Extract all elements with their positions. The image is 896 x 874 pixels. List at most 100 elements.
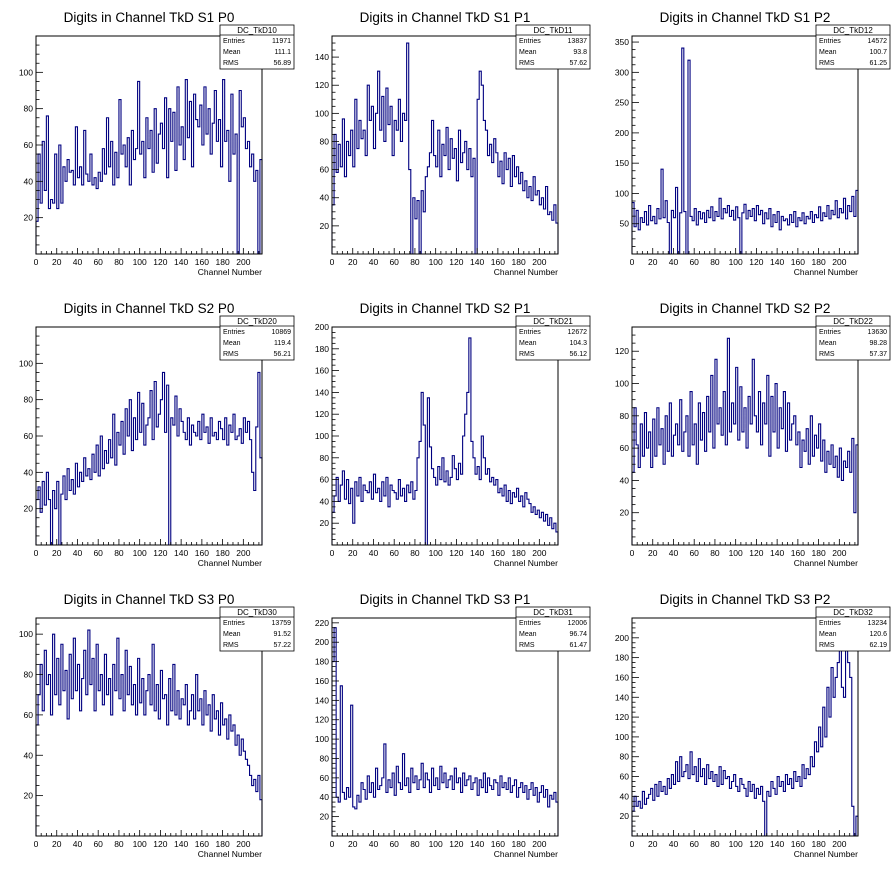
stats-box-name: DC_TkD30 bbox=[237, 608, 277, 617]
stats-label-rms: RMS bbox=[519, 351, 535, 358]
x-tick-label: 100 bbox=[133, 839, 147, 849]
stats-box: DC_TkD12 Entries 14572 Mean 100.7 RMS 61.25 bbox=[815, 24, 891, 70]
stats-value-rms: 56.21 bbox=[273, 351, 291, 358]
y-tick-label: 120 bbox=[315, 409, 329, 419]
stats-label-mean: Mean bbox=[223, 631, 241, 638]
stats-box-frame bbox=[515, 606, 591, 652]
x-tick-label: 20 bbox=[348, 839, 358, 849]
x-tick-label: 80 bbox=[114, 839, 124, 849]
x-tick-label: 140 bbox=[174, 839, 188, 849]
x-tick-label: 40 bbox=[369, 548, 379, 558]
y-tick-label: 220 bbox=[315, 618, 329, 628]
y-tick-label: 120 bbox=[615, 346, 629, 356]
x-tick-label: 160 bbox=[491, 257, 505, 267]
stats-value-rms: 57.37 bbox=[869, 351, 887, 358]
stats-value-entries: 10869 bbox=[272, 329, 292, 336]
x-tick-label: 160 bbox=[195, 839, 209, 849]
x-tick-label: 160 bbox=[491, 839, 505, 849]
x-tick-label: 140 bbox=[770, 257, 784, 267]
x-tick-label: 120 bbox=[153, 257, 167, 267]
x-tick-label: 120 bbox=[153, 548, 167, 558]
y-tick-label: 160 bbox=[615, 672, 629, 682]
histogram-panel: Digits in Channel TkD S1 P1 0 20 40 60 80 100 1… bbox=[315, 10, 591, 277]
x-tick-label: 20 bbox=[348, 548, 358, 558]
y-tick-label: 140 bbox=[315, 695, 329, 705]
x-tick-label: 20 bbox=[648, 257, 658, 267]
histogram-series-line bbox=[331, 627, 559, 836]
stats-value-entries: 13630 bbox=[868, 329, 888, 336]
x-tick-label: 120 bbox=[749, 548, 763, 558]
y-tick-label: 40 bbox=[620, 475, 630, 485]
x-tick-label: 40 bbox=[73, 548, 83, 558]
stats-value-rms: 56.12 bbox=[569, 351, 587, 358]
stats-box-name: DC_TkD11 bbox=[534, 26, 574, 35]
stats-value-entries: 13759 bbox=[272, 620, 292, 627]
x-tick-label: 60 bbox=[93, 257, 103, 267]
stats-value-mean: 98.28 bbox=[869, 340, 887, 347]
y-tick-label: 120 bbox=[615, 712, 629, 722]
x-tick-label: 180 bbox=[216, 548, 230, 558]
stats-value-rms: 61.47 bbox=[569, 642, 587, 649]
x-tick-label: 200 bbox=[236, 257, 250, 267]
x-tick-label: 200 bbox=[236, 839, 250, 849]
stats-value-mean: 100.7 bbox=[869, 49, 887, 56]
x-tick-label: 0 bbox=[330, 548, 335, 558]
x-tick-label: 0 bbox=[630, 257, 635, 267]
y-tick-label: 100 bbox=[19, 67, 33, 77]
x-tick-label: 100 bbox=[729, 839, 743, 849]
stats-label-rms: RMS bbox=[519, 642, 535, 649]
stats-box: DC_TkD11 Entries 13837 Mean 93.8 RMS 57.62 bbox=[515, 24, 591, 70]
y-tick-label: 20 bbox=[24, 791, 34, 801]
y-tick-label: 80 bbox=[320, 753, 330, 763]
x-tick-label: 100 bbox=[133, 257, 147, 267]
x-tick-label: 0 bbox=[330, 257, 335, 267]
stats-label-entries: Entries bbox=[519, 620, 541, 627]
panel-title: Digits in Channel TkD S3 P0 bbox=[64, 592, 235, 607]
x-tick-label: 100 bbox=[429, 839, 443, 849]
x-tick-label: 60 bbox=[689, 548, 699, 558]
stats-box-name: DC_TkD31 bbox=[533, 608, 573, 617]
stats-value-mean: 91.52 bbox=[273, 631, 291, 638]
stats-label-mean: Mean bbox=[519, 631, 537, 638]
stats-box-name: DC_TkD20 bbox=[237, 317, 277, 326]
x-tick-label: 40 bbox=[669, 839, 679, 849]
y-tick-label: 300 bbox=[615, 67, 629, 77]
x-tick-label: 0 bbox=[34, 839, 39, 849]
x-tick-label: 200 bbox=[832, 839, 846, 849]
x-tick-label: 60 bbox=[389, 548, 399, 558]
stats-label-rms: RMS bbox=[519, 60, 535, 67]
panel-title: Digits in Channel TkD S2 P1 bbox=[360, 301, 531, 316]
y-tick-label: 100 bbox=[315, 734, 329, 744]
stats-label-mean: Mean bbox=[819, 340, 837, 347]
x-tick-label: 40 bbox=[369, 257, 379, 267]
y-tick-label: 40 bbox=[320, 792, 330, 802]
stats-label-mean: Mean bbox=[223, 340, 241, 347]
y-tick-label: 140 bbox=[615, 692, 629, 702]
x-tick-label: 140 bbox=[770, 839, 784, 849]
stats-box-name: DC_TkD22 bbox=[833, 317, 873, 326]
stats-box-name: DC_TkD12 bbox=[833, 26, 873, 35]
stats-box-frame bbox=[219, 24, 295, 70]
x-tick-label: 100 bbox=[729, 257, 743, 267]
stats-value-entries: 12672 bbox=[568, 329, 588, 336]
y-tick-label: 40 bbox=[24, 176, 34, 186]
x-tick-label: 120 bbox=[449, 839, 463, 849]
stats-label-rms: RMS bbox=[819, 60, 835, 67]
stats-label-mean: Mean bbox=[519, 340, 537, 347]
stats-label-entries: Entries bbox=[519, 38, 541, 45]
stats-label-rms: RMS bbox=[223, 642, 239, 649]
stats-box: DC_TkD22 Entries 13630 Mean 98.28 RMS 57.37 bbox=[815, 315, 891, 361]
histogram-panel: Digits in Channel TkD S3 P0 0 20 40 60 80 100 1… bbox=[19, 592, 295, 859]
y-tick-label: 40 bbox=[320, 496, 330, 506]
x-axis-label: Channel Number bbox=[494, 558, 558, 568]
x-tick-label: 20 bbox=[348, 257, 358, 267]
stats-box: DC_TkD31 Entries 12006 Mean 96.74 RMS 61.47 bbox=[515, 606, 591, 652]
y-tick-label: 100 bbox=[19, 358, 33, 368]
y-tick-label: 180 bbox=[315, 344, 329, 354]
histogram-series-line bbox=[631, 637, 859, 837]
x-tick-label: 180 bbox=[216, 839, 230, 849]
stats-label-entries: Entries bbox=[819, 620, 841, 627]
stats-value-mean: 96.74 bbox=[569, 631, 587, 638]
y-tick-label: 60 bbox=[320, 475, 330, 485]
stats-label-entries: Entries bbox=[519, 329, 541, 336]
